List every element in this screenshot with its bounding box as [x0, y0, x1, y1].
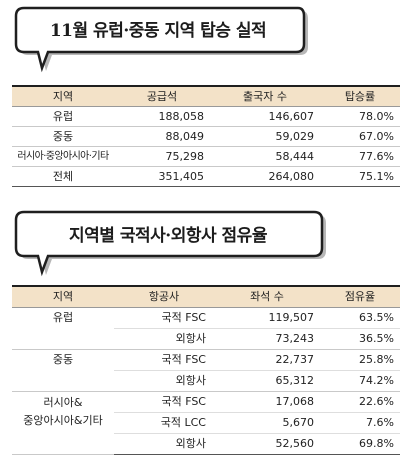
table-row: 국적 LCC 5,670 7.6% [12, 412, 400, 434]
table-header-row: 지역 항공사 좌석 수 점유율 [12, 285, 400, 308]
seats-cell: 5,670 [214, 412, 320, 434]
airline-cell: 국적 FSC [114, 349, 214, 371]
seats-cell: 52,560 [214, 433, 320, 455]
load-factor-cell: 75.1% [320, 166, 400, 187]
share-cell: 63.5% [320, 307, 400, 329]
departures-cell: 146,607 [210, 106, 320, 127]
column-header: 좌석 수 [214, 285, 320, 308]
region-label-line: 러시아& [43, 396, 83, 409]
region-label-line: 중앙아시아&기타 [23, 414, 103, 427]
airline-cell: 외항사 [114, 433, 214, 455]
column-header: 지역 [12, 285, 114, 308]
departures-cell: 58,444 [210, 146, 320, 167]
airline-cell: 외항사 [114, 370, 214, 392]
section2-title: 지역별 국적사·외항사 점유율 [69, 226, 267, 246]
share-cell: 22.6% [320, 391, 400, 413]
column-header: 지역 [12, 85, 114, 107]
table-header-row: 지역 공급석 출국자 수 탑승률 [12, 85, 400, 107]
table-row: 러시아·중앙아시아·기타 75,298 58,444 77.6% [12, 146, 400, 167]
supply-seats-cell: 88,049 [114, 126, 210, 147]
airline-cell: 국적 LCC [114, 412, 214, 434]
seats-cell: 22,737 [214, 349, 320, 371]
region-cell: 유럽 [12, 307, 114, 350]
region-cell: 유럽 [12, 106, 114, 127]
airline-share-table: 지역 항공사 좌석 수 점유율 유럽 국적 FSC 119,507 63.5% … [12, 285, 400, 455]
table-row: 전체 351,405 264,080 75.1% [12, 166, 400, 187]
table-row: 유럽 국적 FSC 119,507 63.5% [12, 307, 400, 350]
seats-cell: 73,243 [214, 328, 320, 350]
speech-bubble-shape [14, 210, 326, 277]
table-row: 중동 국적 FSC 22,737 25.8% [12, 349, 400, 392]
column-header: 탑승률 [320, 85, 400, 107]
table-row: 외항사 73,243 36.5% [12, 328, 400, 350]
airline-cell: 국적 FSC [114, 307, 214, 329]
airline-cell: 외항사 [114, 328, 214, 350]
supply-seats-cell: 351,405 [114, 166, 210, 187]
column-header: 공급석 [114, 85, 210, 107]
load-factor-cell: 78.0% [320, 106, 400, 127]
share-cell: 25.8% [320, 349, 400, 371]
seats-cell: 17,068 [214, 391, 320, 413]
section1-title-bubble: 11월 유럽·중동 지역 탑승 실적 [8, 2, 308, 74]
supply-seats-cell: 75,298 [114, 146, 210, 167]
section1-title: 11월 유럽·중동 지역 탑승 실적 [49, 21, 267, 41]
airline-cell: 국적 FSC [114, 391, 214, 413]
table-row: 외항사 65,312 74.2% [12, 370, 400, 392]
load-factor-cell: 67.0% [320, 126, 400, 147]
table-row: 유럽 188,058 146,607 78.0% [12, 106, 400, 127]
table-row: 러시아& 중앙아시아&기타 국적 FSC 17,068 22.6% [12, 391, 400, 455]
share-cell: 74.2% [320, 370, 400, 392]
region-cell: 러시아& 중앙아시아&기타 [12, 391, 114, 455]
supply-seats-cell: 188,058 [114, 106, 210, 127]
column-header: 출국자 수 [210, 85, 320, 107]
seats-cell: 65,312 [214, 370, 320, 392]
region-cell: 중동 [12, 126, 114, 147]
region-cell: 러시아·중앙아시아·기타 [12, 146, 114, 167]
table-row: 중동 88,049 59,029 67.0% [12, 126, 400, 147]
share-cell: 7.6% [320, 412, 400, 434]
speech-bubble-shape [14, 6, 308, 73]
region-cell: 전체 [12, 166, 114, 187]
load-factor-cell: 77.6% [320, 146, 400, 167]
share-cell: 69.8% [320, 433, 400, 455]
departures-cell: 264,080 [210, 166, 320, 187]
boarding-performance-table: 지역 공급석 출국자 수 탑승률 유럽 188,058 146,607 78.0… [12, 85, 400, 187]
share-cell: 36.5% [320, 328, 400, 350]
column-header: 항공사 [114, 285, 214, 308]
departures-cell: 59,029 [210, 126, 320, 147]
region-cell: 중동 [12, 349, 114, 392]
table-row: 외항사 52,560 69.8% [12, 433, 400, 455]
section2-title-bubble: 지역별 국적사·외항사 점유율 [8, 206, 328, 278]
seats-cell: 119,507 [214, 307, 320, 329]
column-header: 점유율 [320, 285, 400, 308]
